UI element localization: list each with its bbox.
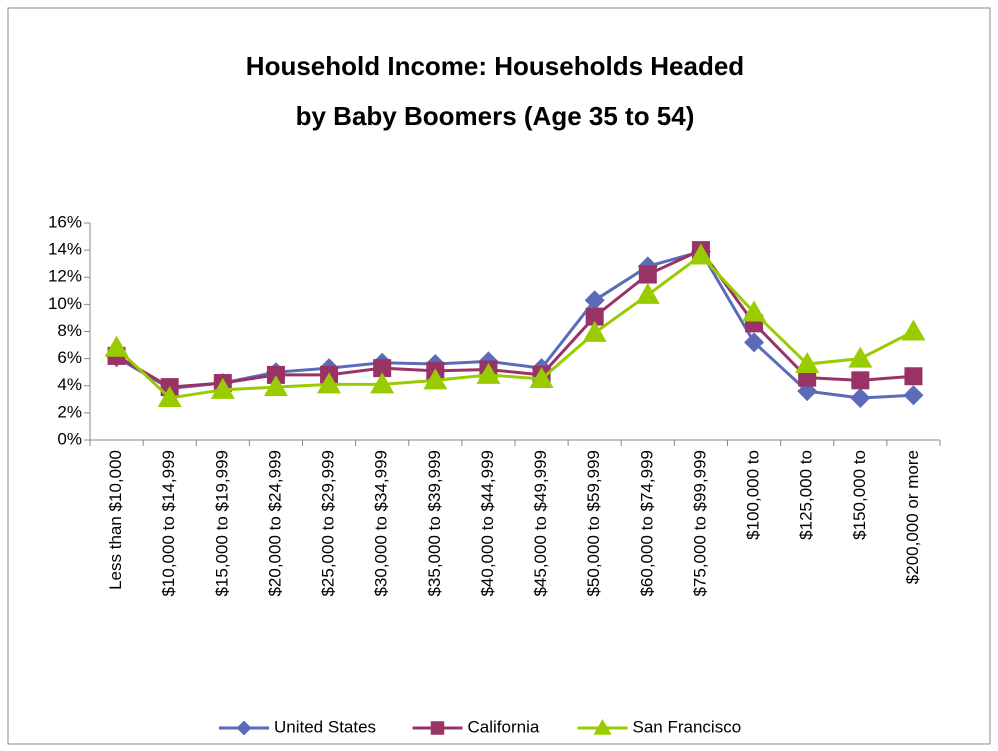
- chart-title: by Baby Boomers (Age 35 to 54): [296, 101, 695, 131]
- marker: [688, 243, 713, 265]
- chart-title: Household Income: Households Headed: [246, 51, 744, 81]
- y-tick-label: 14%: [48, 240, 82, 259]
- marker: [848, 346, 873, 368]
- marker: [529, 366, 554, 388]
- series-line: [115, 253, 915, 400]
- x-tick-label: $50,000 to $59,999: [584, 450, 603, 597]
- marker: [901, 319, 926, 341]
- marker: [584, 290, 605, 311]
- series-line: [115, 248, 914, 389]
- x-tick-label: $25,000 to $29,999: [319, 450, 338, 597]
- x-tick-label: $200,000 or more: [903, 450, 922, 584]
- marker: [850, 387, 871, 408]
- marker: [903, 385, 924, 406]
- y-tick-label: 16%: [48, 212, 82, 231]
- legend-marker: [236, 720, 252, 736]
- legend-label: San Francisco: [633, 717, 742, 736]
- y-tick-label: 4%: [57, 375, 82, 394]
- marker: [423, 368, 448, 390]
- legend-label: United States: [274, 717, 376, 736]
- y-tick-label: 8%: [57, 321, 82, 340]
- x-tick-label: $125,000 to: [797, 450, 816, 540]
- marker: [373, 359, 392, 378]
- marker: [851, 371, 870, 390]
- x-tick-label: $75,000 to $99,999: [690, 450, 709, 597]
- legend-label: California: [468, 717, 540, 736]
- marker: [582, 320, 607, 342]
- legend-marker: [593, 719, 612, 735]
- marker: [104, 335, 129, 357]
- x-tick-label: $20,000 to $24,999: [265, 450, 284, 597]
- marker: [370, 372, 395, 394]
- x-tick-label: $60,000 to $74,999: [637, 450, 656, 597]
- legend-marker: [430, 721, 445, 735]
- y-tick-label: 10%: [48, 294, 82, 313]
- y-tick-label: 2%: [57, 402, 82, 421]
- marker: [798, 368, 817, 387]
- x-tick-label: $45,000 to $49,999: [531, 450, 550, 597]
- y-tick-label: 0%: [57, 429, 82, 448]
- x-tick-label: Less than $10,000: [106, 450, 125, 590]
- marker: [795, 352, 820, 374]
- marker: [317, 372, 342, 394]
- marker: [157, 385, 182, 407]
- x-tick-label: $100,000 to: [744, 450, 763, 540]
- marker: [638, 265, 657, 284]
- x-tick-label: $35,000 to $39,999: [425, 450, 444, 597]
- x-tick-label: $30,000 to $34,999: [372, 450, 391, 597]
- marker: [904, 367, 923, 386]
- marker: [635, 282, 660, 304]
- marker: [210, 377, 235, 399]
- y-tick-label: 12%: [48, 267, 82, 286]
- marker: [266, 365, 285, 384]
- x-tick-label: $40,000 to $44,999: [478, 450, 497, 597]
- y-tick-label: 6%: [57, 348, 82, 367]
- marker: [263, 375, 288, 397]
- x-tick-label: $150,000 to: [850, 450, 869, 540]
- marker: [476, 362, 501, 384]
- marker: [744, 332, 765, 353]
- x-tick-label: $15,000 to $19,999: [212, 450, 231, 597]
- x-tick-label: $10,000 to $14,999: [159, 450, 178, 597]
- marker: [585, 307, 604, 326]
- marker: [742, 300, 767, 322]
